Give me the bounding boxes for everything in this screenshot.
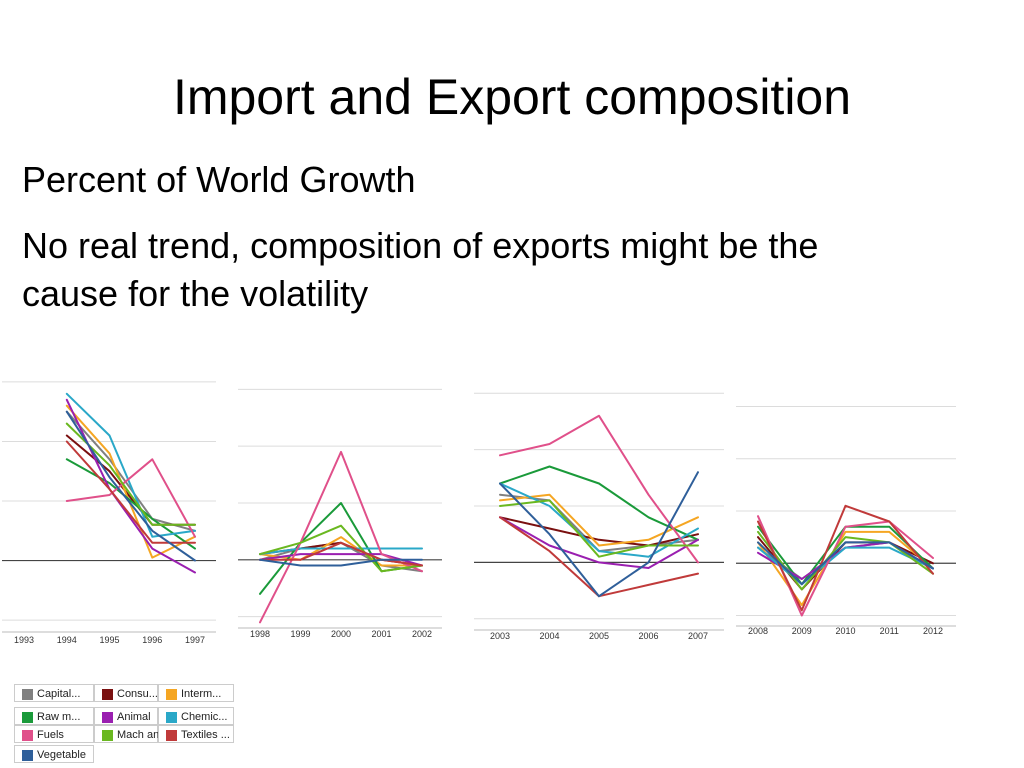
series-line-chemic: [259, 547, 423, 556]
series-line-raw-m: [499, 465, 699, 541]
legend-row: Vegetable: [14, 745, 94, 763]
chart-panel-4: 2008 2009 2010 2011 2012: [736, 405, 956, 636]
legend-swatch: [22, 712, 33, 723]
series-line-mach-an: [259, 524, 423, 573]
x-tick-label: 2005: [589, 631, 609, 641]
legend-row: Raw m... Animal Chemic...: [14, 707, 234, 725]
series-line-vegetable: [259, 558, 423, 567]
series-line-consu: [65, 434, 196, 526]
series-line-chemic: [499, 482, 699, 558]
legend-swatch: [166, 730, 177, 741]
legend-item-raw-m[interactable]: Raw m...: [14, 707, 94, 725]
legend-swatch: [102, 689, 113, 700]
legend-label: Interm...: [181, 688, 222, 700]
x-tick-label: 1997: [185, 635, 205, 645]
series-line-vegetable: [757, 541, 934, 586]
legend-item-interm[interactable]: Interm...: [158, 684, 234, 702]
x-tick-label: 2012: [923, 626, 943, 636]
series-line-textiles: [259, 541, 423, 567]
legend-item-fuels[interactable]: Fuels: [14, 725, 94, 743]
series-line-fuels: [499, 414, 699, 564]
x-tick-label: 2009: [792, 626, 812, 636]
series-line-animal: [499, 516, 699, 569]
legend-item-capital[interactable]: Capital...: [14, 684, 94, 702]
legend-swatch: [166, 712, 177, 723]
chart-panel-1: 1993 1994 1995 1996 1997: [2, 381, 216, 645]
legend-swatch: [22, 730, 33, 741]
series-line-animal: [259, 553, 423, 567]
x-tick-label: 2007: [688, 631, 708, 641]
series-line-vegetable: [65, 410, 196, 562]
legend-swatch: [166, 689, 177, 700]
series-line-chemic: [65, 392, 196, 538]
legend-label: Textiles ...: [181, 729, 230, 741]
x-tick-label: 1993: [14, 635, 34, 645]
x-tick-label: 2011: [880, 626, 899, 636]
series-line-mach-an: [499, 499, 699, 558]
legend-item-textiles[interactable]: Textiles ...: [158, 725, 234, 743]
x-tick-label: 2001: [371, 629, 391, 639]
series-line-chemic: [757, 546, 934, 586]
legend-label: Vegetable: [37, 749, 86, 761]
series-line-vegetable: [499, 471, 699, 598]
legend-item-vegetable[interactable]: Vegetable: [14, 745, 94, 763]
x-tick-label: 1996: [142, 635, 162, 645]
legend-row: Capital... Consu... Interm...: [14, 684, 234, 702]
legend-swatch: [22, 689, 33, 700]
legend-label: Capital...: [37, 688, 81, 700]
legend-swatch: [102, 712, 113, 723]
x-tick-label: 2010: [835, 626, 855, 636]
x-tick-label: 1995: [99, 635, 119, 645]
x-tick-label: 2008: [748, 626, 768, 636]
legend-label: Consu...: [117, 688, 158, 700]
legend-swatch: [22, 750, 33, 761]
series-line-interm: [259, 536, 423, 567]
x-tick-label: 2006: [638, 631, 658, 641]
x-tick-label: 2000: [331, 629, 351, 639]
bullet-percent-of-world-growth: Percent of World Growth: [22, 159, 416, 200]
x-tick-label: 1998: [250, 629, 270, 639]
series-line-textiles: [757, 504, 934, 612]
x-tick-label: 2004: [539, 631, 559, 641]
legend-label: Raw m...: [37, 711, 81, 723]
series-line-capital: [65, 410, 196, 532]
legend-item-mach-an[interactable]: Mach an...: [94, 725, 168, 743]
series-line-fuels: [65, 458, 196, 538]
series-line-consu: [499, 516, 699, 547]
legend-item-animal[interactable]: Animal: [94, 707, 158, 725]
legend-label: Fuels: [37, 729, 64, 741]
x-tick-label: 2002: [412, 629, 432, 639]
slide-title: Import and Export composition: [172, 69, 852, 125]
legend-label: Mach an...: [117, 729, 169, 741]
legend-label: Animal: [117, 711, 151, 723]
legend-row: Fuels Mach an... Textiles ...: [14, 725, 234, 743]
legend-item-chemic[interactable]: Chemic...: [158, 707, 234, 725]
bullet-no-real-trend: No real trend, composition of exports mi…: [22, 225, 819, 314]
chart-panel-3: 2003 2004 2005 2006 2007: [474, 392, 724, 641]
legend-item-consu[interactable]: Consu...: [94, 684, 158, 702]
x-tick-label: 2003: [490, 631, 510, 641]
legend-swatch: [102, 730, 113, 741]
chart-panel-2: 1998 1999 2000 2001 2002: [238, 388, 442, 639]
x-tick-label: 1999: [290, 629, 310, 639]
series-line-textiles: [65, 440, 196, 544]
legend-label: Chemic...: [181, 711, 228, 723]
x-tick-label: 1994: [57, 635, 77, 645]
